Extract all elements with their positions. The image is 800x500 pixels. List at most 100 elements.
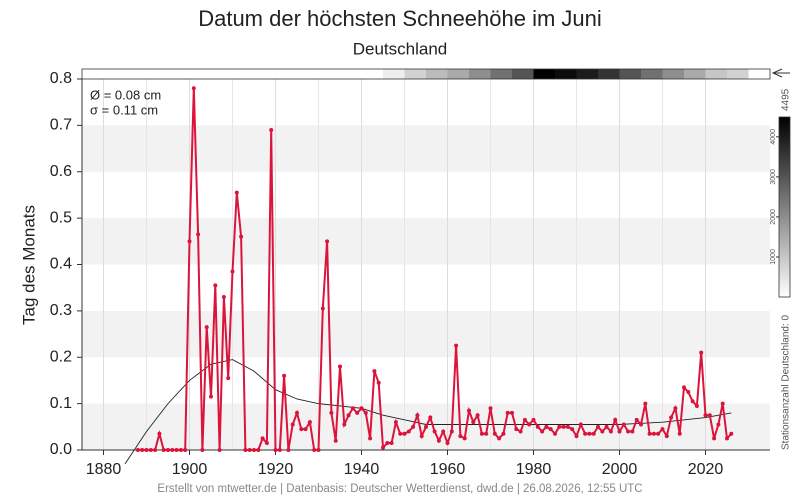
y-tick-label: 0.3 <box>50 302 72 319</box>
station-cell <box>619 69 641 79</box>
data-point <box>527 422 532 427</box>
data-point <box>402 431 407 436</box>
data-point <box>303 427 308 432</box>
data-point <box>428 415 433 420</box>
data-point <box>346 413 351 418</box>
data-point <box>467 408 471 413</box>
footer: Erstellt von mtwetter.de | Datenbasis: D… <box>157 483 642 495</box>
data-point <box>643 401 648 406</box>
data-point <box>372 369 377 374</box>
data-point <box>393 420 398 425</box>
colorbar-tick-label: 1000 <box>770 249 777 265</box>
data-point <box>269 128 274 133</box>
data-point <box>170 448 175 452</box>
data-point <box>213 283 218 288</box>
data-point <box>187 239 192 244</box>
data-point <box>604 424 609 429</box>
grid-band <box>82 125 770 172</box>
station-cell <box>125 69 147 79</box>
data-point <box>209 394 213 399</box>
data-point <box>342 422 347 427</box>
data-point <box>535 424 540 429</box>
data-point <box>454 343 459 348</box>
data-point <box>239 234 244 239</box>
data-point <box>252 448 256 452</box>
data-point <box>148 448 153 452</box>
data-point <box>140 448 145 452</box>
data-point <box>157 431 162 436</box>
x-tick-label: 1980 <box>516 461 552 478</box>
data-point <box>191 86 196 91</box>
data-point <box>338 364 342 369</box>
y-tick-label: 0.8 <box>50 70 72 87</box>
data-point <box>204 325 209 330</box>
data-point <box>273 448 278 452</box>
data-point <box>660 427 665 432</box>
data-point <box>651 431 656 436</box>
data-point <box>600 429 605 434</box>
data-point <box>720 401 725 406</box>
data-point <box>647 431 652 436</box>
data-point <box>419 434 424 439</box>
data-point <box>234 190 239 195</box>
data-point <box>548 427 553 432</box>
data-point <box>135 448 140 452</box>
station-cell <box>576 69 598 79</box>
data-point <box>608 429 613 434</box>
data-point <box>260 436 265 441</box>
data-point <box>613 417 618 422</box>
station-cell <box>383 69 405 79</box>
data-point <box>333 438 338 443</box>
data-point <box>531 417 536 422</box>
y-tick-label: 0.6 <box>50 163 72 180</box>
station-cell <box>426 69 448 79</box>
y-tick-label: 0.4 <box>50 256 72 273</box>
data-point <box>716 422 721 427</box>
data-point <box>574 434 579 439</box>
data-point <box>217 448 222 452</box>
station-cell <box>404 69 426 79</box>
data-point <box>230 269 235 274</box>
data-point <box>664 434 669 439</box>
station-cell <box>555 69 577 79</box>
data-point <box>398 431 403 436</box>
data-point <box>544 424 549 429</box>
data-point <box>492 431 497 436</box>
data-point <box>381 445 385 450</box>
station-cell <box>168 69 190 79</box>
data-point <box>471 420 476 425</box>
data-point <box>359 406 364 411</box>
x-tick-label: 2000 <box>602 461 638 478</box>
colorbar-label: Stationsanzahl Deutschland: 0 <box>781 314 792 450</box>
x-tick-label: 1940 <box>344 461 380 478</box>
data-point <box>316 448 321 452</box>
data-point <box>712 436 717 441</box>
data-point <box>320 306 325 311</box>
data-point <box>389 441 394 446</box>
station-cell <box>361 69 383 79</box>
data-point <box>299 427 304 432</box>
data-point <box>449 429 454 434</box>
colorbar-tick-label: 4000 <box>770 129 777 145</box>
station-cell <box>211 69 233 79</box>
station-cell <box>232 69 254 79</box>
plot-background <box>82 79 770 450</box>
data-point <box>144 448 149 452</box>
chart-subtitle: Deutschland <box>353 39 448 58</box>
data-point <box>183 448 188 452</box>
x-tick-label: 2020 <box>688 461 724 478</box>
data-point <box>247 448 252 452</box>
colorbar-tick-label: 3000 <box>770 169 777 185</box>
station-cell <box>447 69 469 79</box>
data-point <box>634 417 639 422</box>
data-point <box>458 434 463 439</box>
data-point <box>591 431 596 436</box>
y-tick-label: 0.5 <box>50 209 72 226</box>
data-point <box>243 448 248 452</box>
grid-band <box>82 310 770 358</box>
data-point <box>578 422 583 427</box>
x-tick-label: 1880 <box>86 461 122 478</box>
annotation: σ = 0.11 cm <box>90 102 158 117</box>
data-point <box>497 436 502 441</box>
